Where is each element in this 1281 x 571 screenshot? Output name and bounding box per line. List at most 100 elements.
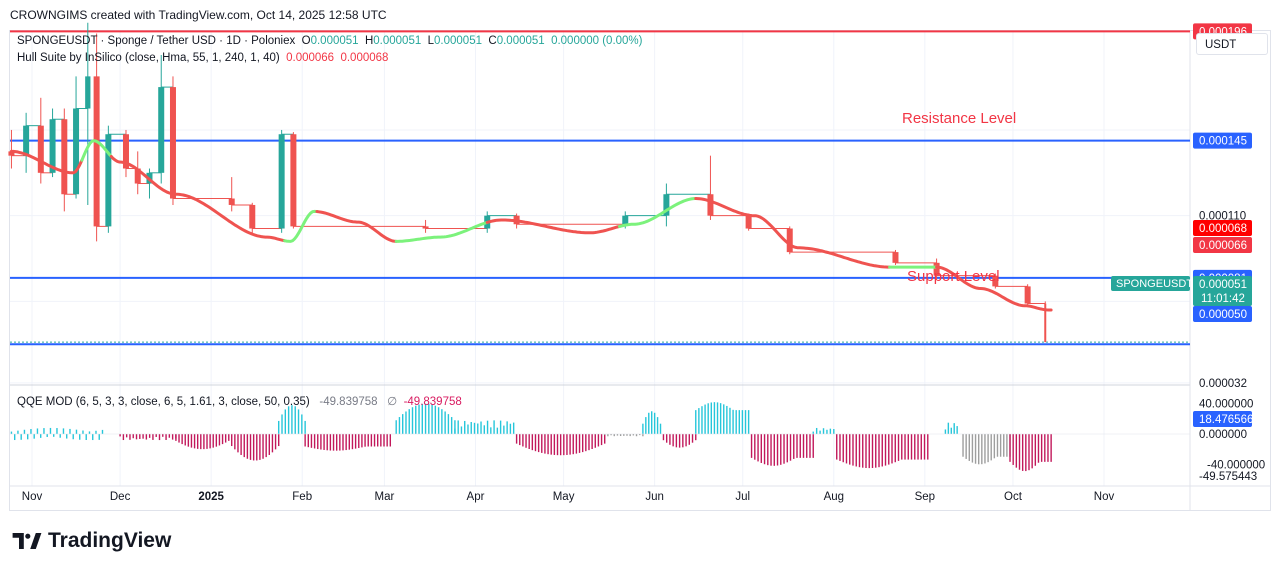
y-tick-label: 0.000032 — [1199, 378, 1247, 390]
candle-body — [892, 252, 899, 263]
candle-body — [290, 134, 297, 227]
candle-body — [37, 125, 44, 173]
x-tick-label: Mar — [375, 491, 395, 503]
x-tick-label: Sep — [915, 491, 935, 503]
candle-body — [73, 108, 80, 195]
grid — [10, 31, 1270, 510]
x-tick-label: Nov — [1094, 491, 1115, 503]
symbol-tag-bg — [1111, 276, 1190, 291]
brand-name: TradingView — [48, 529, 172, 552]
y-tick-label: 0.000110 — [1199, 211, 1246, 223]
currency-button[interactable]: USDT — [1196, 33, 1268, 55]
tradingview-brand[interactable]: TradingView — [12, 529, 171, 553]
hull-segment — [694, 197, 892, 269]
hull-segment — [315, 210, 398, 243]
symbol-title[interactable]: SPONGEUSDT · Sponge / Tether USD · 1D · … — [17, 35, 296, 47]
symbol-legend: SPONGEUSDT · Sponge / Tether USD · 1D · … — [17, 35, 643, 47]
qqe-legend[interactable]: QQE MOD (6, 5, 3, 3, close, 6, 5, 1.61, … — [17, 394, 462, 408]
x-tick-label: Jun — [645, 491, 664, 503]
c-label: C — [488, 35, 497, 47]
x-tick-label: Apr — [467, 491, 485, 503]
h-label: H — [364, 35, 374, 47]
price-badge-support-bg — [1193, 306, 1252, 322]
price-badge-resistance: 0.000145 — [1193, 132, 1252, 149]
candle-body — [1024, 286, 1031, 304]
candle-body — [786, 228, 793, 253]
hull-segment — [283, 209, 319, 243]
candle-body — [228, 198, 235, 205]
x-tick-label: Jul — [735, 491, 750, 503]
symbol-tag-text: SPONGEUSDT — [1116, 278, 1193, 290]
last-price-badge-bg — [1193, 276, 1252, 306]
candle-body — [8, 151, 15, 156]
hull-segment — [617, 197, 698, 228]
last-price-value: 0.000051 — [1199, 279, 1247, 291]
hull-badge-b-text: 0.000066 — [1199, 240, 1247, 252]
candle-body — [663, 194, 670, 216]
o-value: 0.000051 — [310, 35, 359, 47]
c-value: 0.000051 — [496, 35, 545, 47]
qqe-value-badge: 18.476566 — [1193, 411, 1253, 427]
candle-body — [122, 134, 129, 169]
candle-body — [49, 119, 56, 173]
qqe-y-tick-label: -40.000000 — [1207, 459, 1265, 471]
qqe-value-badge-bg — [1193, 411, 1252, 427]
x-tick-label: Nov — [22, 491, 43, 503]
hull-badge-a-text: 0.000068 — [1199, 223, 1247, 235]
o-label: O — [301, 35, 311, 47]
price-badge-resistance-text: 0.000145 — [1199, 136, 1247, 148]
candle-body — [622, 215, 629, 225]
candle-body — [278, 134, 285, 229]
qqe-null-symbol: ∅ — [387, 396, 398, 408]
candle-body — [105, 134, 112, 227]
horizontal-levels — [10, 30, 1190, 346]
attribution: CROWNGIMS created with TradingView.com, … — [10, 8, 387, 22]
price-badge-support: 0.000050 — [1193, 306, 1252, 322]
x-tick-label: Aug — [824, 491, 844, 503]
y-axis: 0.0001100.0000320.0001960.0001450.000081… — [1111, 23, 1265, 483]
hull-badge-a-bg — [1193, 220, 1252, 236]
candle-body — [745, 215, 752, 229]
l-value: 0.000051 — [434, 35, 482, 47]
x-tick-label: Feb — [292, 491, 312, 503]
hull-line — [9, 139, 1053, 312]
x-axis: Nov Dec 2025 Feb Mar Apr May Jun Jul Aug Sep Oct Nov — [22, 491, 1115, 503]
qqe-histogram — [10, 402, 1190, 472]
hull-legend[interactable]: Hull Suite by InSilico (close, Hma, 55, … — [17, 52, 388, 64]
hull-segment — [485, 218, 621, 235]
hull-value-2: 0.000068 — [340, 52, 389, 64]
candle-body — [707, 194, 714, 216]
x-tick-label: Dec — [110, 491, 131, 503]
candle-body — [61, 119, 68, 195]
l-label: L — [427, 35, 435, 47]
candles — [8, 22, 1047, 343]
change-value: 0.000000 (0.00%) — [551, 35, 643, 47]
qqe-value-2: -49.839758 — [403, 396, 462, 408]
candle-body — [992, 275, 999, 287]
qqe-y-tick-label: 40.000000 — [1199, 399, 1253, 411]
candle-body — [933, 262, 940, 276]
qqe-value-1: -49.839758 — [319, 396, 378, 408]
hull-badge-b-bg — [1193, 237, 1252, 253]
candle-body — [158, 87, 165, 173]
resistance-annotation: Resistance Level — [902, 110, 1016, 127]
price-badge-resistance-bg — [1193, 132, 1252, 149]
hull-segment — [394, 220, 489, 243]
hull-segment — [9, 149, 84, 175]
x-tick-label: 2025 — [198, 491, 224, 503]
candle-body — [93, 76, 100, 227]
candle-body — [134, 168, 141, 184]
hull-segment — [80, 139, 113, 162]
last-price-badge: 0.000051 11:01:42 — [1193, 276, 1252, 306]
candle-body — [169, 87, 176, 199]
hull-value-1: 0.000066 — [286, 52, 335, 64]
tradingview-logo-icon — [12, 533, 42, 549]
candle-body — [85, 76, 91, 109]
candle-body — [23, 125, 30, 156]
hull-label: Hull Suite by InSilico (close, Hma, 55, … — [17, 52, 280, 64]
hull-segment — [935, 265, 1053, 312]
candle-body — [422, 226, 429, 229]
qqe-y-tick-label: 0.000000 — [1199, 429, 1247, 441]
candle-body — [1044, 303, 1047, 343]
